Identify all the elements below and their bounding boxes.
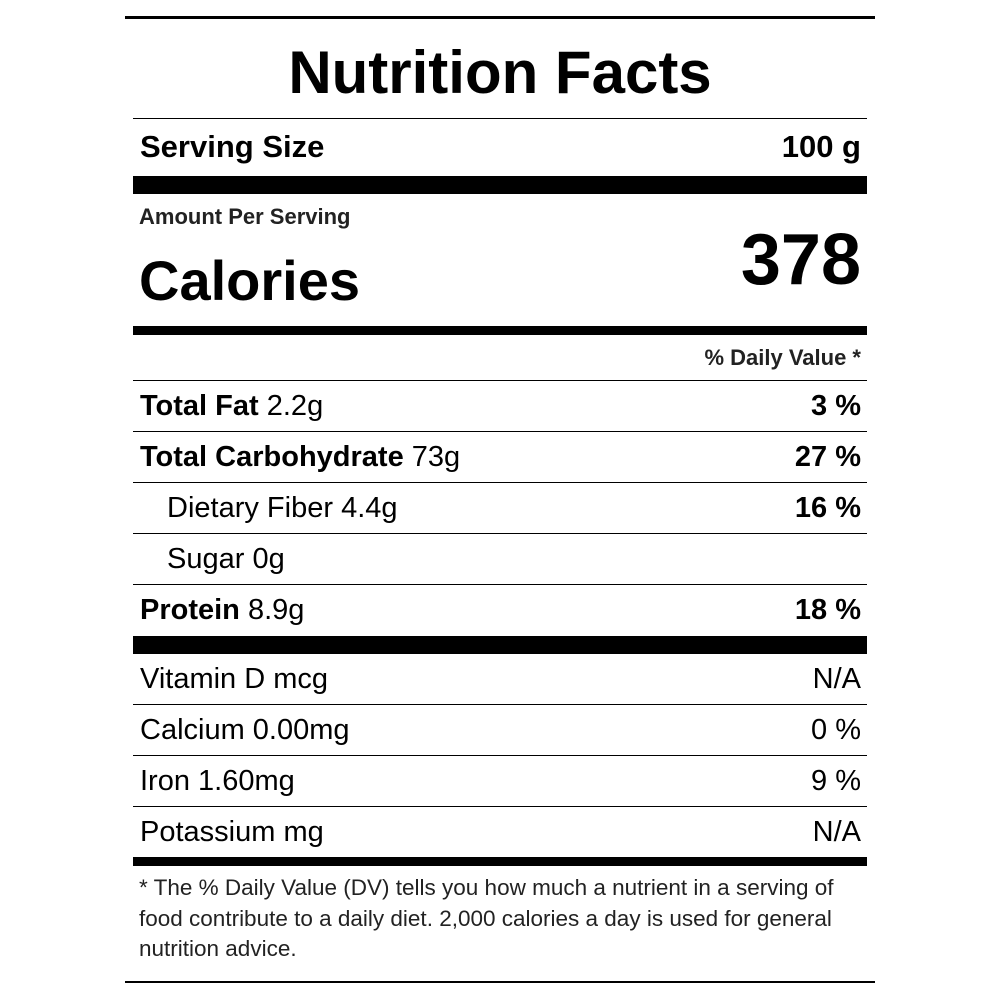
amount-caption: Amount Per Serving [139,204,351,229]
serving-row: Serving Size 100 g [133,122,861,172]
mineral-row: Potassium mg N/A [133,807,861,857]
mineral-dv: 9 % [811,765,861,797]
medium-bar [133,326,867,335]
footnote: * The % Daily Value (DV) tells you how m… [139,875,834,961]
serving-label: Serving Size [140,129,325,164]
nutrient-dv: 18 % [794,594,861,626]
medium-bar [133,857,867,866]
nutrient-name: Protein [140,594,240,626]
divider [133,431,867,432]
mineral-row: Calcium 0.00mg 0 % [133,705,861,755]
mineral-dv: N/A [812,663,861,695]
nutrient-dv: 27 % [794,441,861,473]
calories-label: Calories [139,249,360,312]
divider [133,380,867,381]
frame-bottom [125,981,875,983]
title: Nutrition Facts [288,39,712,106]
nutrient-name: Total Carbohydrate [140,441,404,473]
nutrient-amount: 8.9g [247,594,305,626]
divider [133,806,867,807]
mineral-row: Iron 1.60mg 9 % [133,756,861,806]
divider [133,533,867,534]
divider [133,755,867,756]
nutrient-row: Sugar 0g [133,534,861,584]
thick-bar [133,176,867,194]
nutrient-dv: 16 % [794,492,861,524]
nutrient-name: Sugar [167,543,245,575]
nutrient-amount: 73g [411,441,461,473]
dv-heading: % Daily Value * [704,345,861,370]
nutrient-dv: 3 % [811,390,861,422]
divider [133,584,867,585]
mineral-name: Calcium 0.00mg [140,714,350,746]
serving-value: 100 g [781,129,861,164]
divider [133,482,867,483]
mineral-name: Vitamin D mcg [140,663,329,695]
thick-bar [133,636,867,654]
divider [133,118,867,119]
mineral-dv: N/A [812,816,861,848]
nutrient-row: Protein 8.9g 18 % [133,585,861,635]
calories-value: 378 [740,220,861,300]
nutrient-amount: 4.4g [341,492,398,524]
nutrient-row: Total Fat 2.2g 3 % [133,381,861,431]
mineral-name: Potassium mg [140,816,324,848]
mineral-name: Iron 1.60mg [140,765,295,797]
nutrient-row: Total Carbohydrate 73g 27 % [133,432,861,482]
nutrient-name: Total Fat [140,390,259,422]
mineral-dv: 0 % [811,714,861,746]
frame-top [125,16,875,19]
nutrient-amount: 0g [252,543,285,575]
mineral-row: Vitamin D mcg N/A [133,654,861,704]
nutrient-row: Dietary Fiber 4.4g 16 % [133,483,861,533]
divider [133,704,867,705]
nutrient-name: Dietary Fiber [167,492,333,524]
nutrient-amount: 2.2g [266,390,324,422]
